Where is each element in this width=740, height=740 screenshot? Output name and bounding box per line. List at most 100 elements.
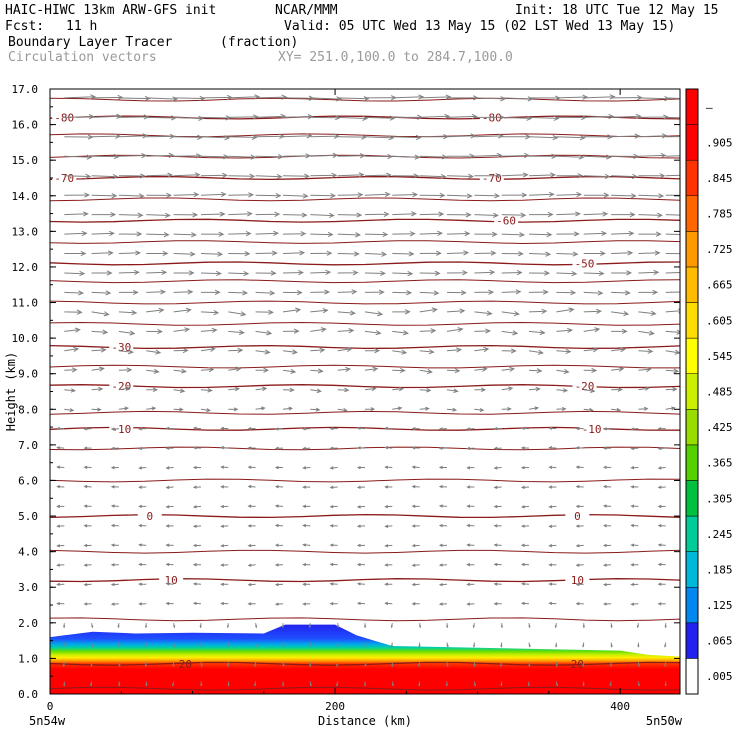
- circulation-vector: [520, 426, 530, 431]
- circulation-vector: [329, 543, 338, 547]
- field-name: Boundary Layer Tracer: [8, 35, 173, 50]
- circulation-vector: [247, 582, 256, 587]
- circulation-vector: [501, 310, 520, 317]
- circulation-vector: [637, 662, 640, 668]
- circulation-vector: [56, 524, 65, 528]
- contour-label-bg: [565, 574, 590, 587]
- circulation-vector: [556, 154, 585, 160]
- colorbar-swatch: [685, 551, 699, 588]
- circulation-vector: [310, 133, 340, 139]
- circulation-vector: [282, 269, 304, 276]
- circulation-vector: [638, 173, 666, 179]
- circulation-vector: [255, 623, 258, 629]
- circulation-vector: [611, 347, 627, 353]
- circulation-vector: [173, 192, 200, 198]
- circulation-vector: [602, 504, 612, 508]
- circulation-vector: [200, 251, 224, 257]
- circulation-vector: [419, 154, 448, 160]
- circulation-vector: [255, 192, 282, 199]
- circulation-vector: [282, 173, 310, 179]
- circulation-vector: [146, 115, 177, 121]
- circulation-vector: [364, 231, 389, 238]
- circulation-vector: [500, 681, 503, 687]
- circulation-vector: [556, 191, 583, 198]
- contour-label: -30: [111, 341, 131, 354]
- plot-layer: 20 20 10 10 0 0 -10 -10 -20 -20 -30 -50 -60 -70 -70 -80…: [50, 94, 680, 694]
- circulation-vector: [493, 446, 502, 450]
- circulation-vector: [501, 212, 527, 218]
- circulation-vector: [610, 623, 613, 629]
- circulation-vector: [384, 563, 393, 567]
- isotherm-line: [50, 478, 680, 483]
- circulation-vector: [254, 681, 257, 687]
- circulation-vector: [364, 153, 394, 160]
- circulation-vector: [64, 408, 75, 413]
- circulation-vector: [474, 193, 501, 199]
- contour-label: 10: [165, 574, 178, 587]
- colorbar-label: .665: [706, 279, 733, 292]
- circulation-vector: [438, 446, 448, 450]
- circulation-vector: [630, 504, 639, 508]
- circulation-vector: [501, 348, 517, 354]
- circulation-vector: [384, 601, 393, 606]
- circulation-vector: [528, 251, 552, 257]
- colorbar-swatch: [685, 373, 699, 410]
- circulation-vector: [110, 523, 119, 528]
- contour-label: -70: [482, 172, 502, 185]
- circulation-vector: [228, 366, 242, 372]
- circulation-vector: [146, 152, 175, 158]
- circulation-vector: [392, 406, 403, 411]
- circulation-vector: [110, 427, 119, 431]
- circulation-vector: [310, 308, 329, 314]
- circulation-vector: [228, 114, 259, 120]
- circulation-vector: [91, 407, 102, 412]
- colorbar-label: .065: [706, 635, 733, 648]
- colorbar-swatch: [685, 88, 699, 125]
- circulation-vector: [138, 504, 147, 509]
- circulation-vector: [493, 466, 502, 470]
- circulation-vector: [392, 330, 409, 336]
- circulation-vector: [309, 681, 312, 687]
- circulation-vector: [438, 465, 448, 470]
- circulation-vector: [144, 662, 148, 668]
- circulation-vector: [172, 642, 176, 648]
- circulation-vector: [337, 96, 370, 102]
- contour-label: -80: [54, 111, 74, 124]
- circulation-vector: [199, 623, 202, 629]
- circulation-vector: [282, 387, 295, 393]
- circulation-vector: [419, 290, 440, 296]
- colorbar: .005 .065 .125 .185 .245 .305 .365 .425 .485 .545…: [685, 88, 733, 695]
- circulation-vector: [146, 192, 173, 199]
- circulation-vector: [274, 504, 284, 508]
- circulation-vector: [392, 134, 422, 141]
- circulation-vector: [56, 446, 65, 450]
- circulation-vector: [657, 602, 666, 606]
- circulation-vector: [611, 407, 622, 412]
- circulation-vector: [638, 348, 654, 354]
- circulation-vector: [302, 427, 311, 431]
- circulation-vector: [64, 192, 91, 198]
- circulation-vector: [630, 582, 639, 587]
- circulation-vector: [603, 524, 612, 528]
- circulation-vector: [582, 662, 585, 668]
- circulation-vector: [418, 623, 422, 629]
- colorbar-label: .425: [706, 421, 733, 434]
- circulation-vector: [583, 327, 601, 333]
- circulation-vector: [473, 681, 476, 687]
- circulation-vector: [575, 563, 584, 567]
- circulation-vector: [610, 662, 613, 668]
- circulation-vector: [493, 485, 502, 489]
- circulation-vector: [638, 152, 667, 159]
- circulation-vector: [282, 307, 302, 313]
- circulation-vector: [83, 524, 92, 528]
- circulation-vector: [220, 582, 229, 586]
- isotherm-line: [50, 686, 680, 691]
- circulation-vector: [528, 115, 560, 121]
- circulation-vector: [138, 466, 147, 470]
- circulation-vector: [474, 269, 496, 276]
- circulation-vector: [419, 406, 430, 411]
- circulation-vector: [165, 543, 174, 547]
- contour-label-bg: [494, 214, 519, 227]
- circulation-vector: [493, 426, 502, 431]
- circulation-vector: [91, 623, 94, 629]
